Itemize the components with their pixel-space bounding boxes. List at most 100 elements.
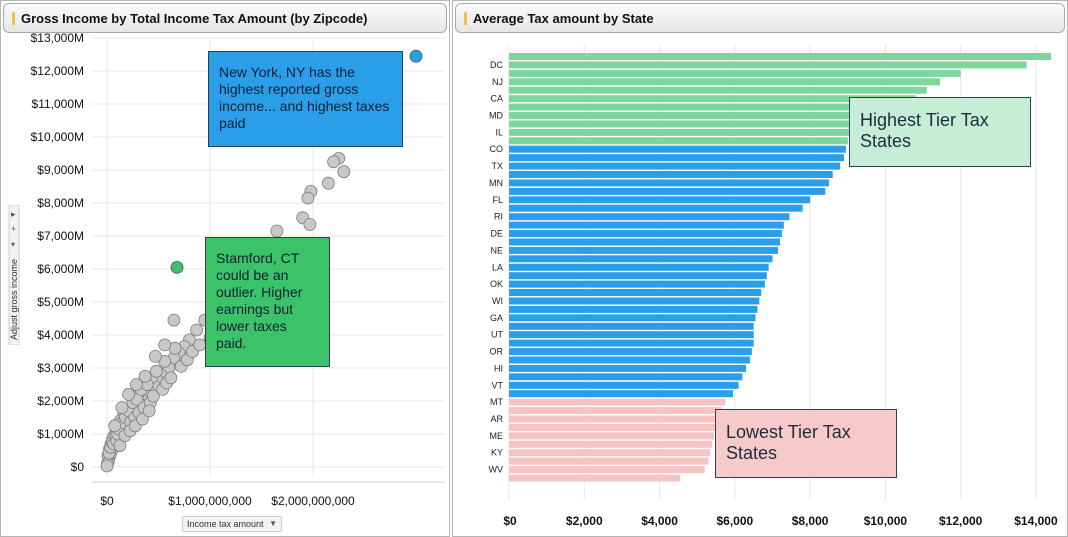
y-tick-label: $3,000M [37, 361, 84, 375]
scatter-point[interactable] [164, 371, 178, 385]
state-bar[interactable] [509, 61, 1027, 69]
y-axis-chevron-icon[interactable]: ▾ [11, 240, 15, 249]
y-axis-title-control[interactable]: Adjust gross income ▸ + ▾ [4, 204, 22, 346]
y-axis-plus-icon[interactable]: + [11, 224, 16, 234]
scatter-point[interactable] [149, 364, 163, 378]
state-bar[interactable] [509, 263, 769, 271]
scatter-point[interactable] [303, 218, 317, 231]
x-tick-label: $0 [100, 494, 114, 508]
state-bar[interactable] [509, 356, 750, 364]
scatter-panel-header[interactable]: Gross Income by Total Income Tax Amount … [3, 3, 447, 33]
state-bar[interactable] [509, 103, 903, 111]
state-bar[interactable] [509, 255, 773, 263]
bar-panel-header[interactable]: Average Tax amount by State [455, 3, 1065, 33]
scatter-point[interactable] [122, 387, 136, 401]
state-bar[interactable] [509, 364, 747, 372]
state-bar[interactable] [509, 112, 893, 119]
state-bar[interactable] [509, 78, 940, 86]
state-bar[interactable] [509, 407, 722, 415]
state-bar[interactable] [509, 196, 811, 204]
x-tick-label: $1,000,000,000 [168, 494, 252, 508]
state-bar[interactable] [509, 213, 790, 221]
scatter-point[interactable] [100, 459, 114, 473]
state-bar[interactable] [509, 230, 782, 237]
y-tick-label: $10,000M [31, 130, 84, 144]
state-bar[interactable] [509, 381, 739, 389]
scatter-point[interactable] [113, 439, 127, 453]
scatter-point[interactable] [146, 389, 160, 403]
state-bar[interactable] [509, 137, 848, 145]
callout-stamford: Stamford, CT could be an outlier. Higher… [205, 237, 330, 367]
scatter-point[interactable] [190, 323, 204, 337]
state-bar[interactable] [509, 423, 718, 431]
y-tick-label: $8,000M [37, 196, 84, 210]
y-tick-label: $6,000M [37, 262, 84, 276]
scatter-point[interactable] [129, 378, 143, 391]
y-tick-label: $9,000M [37, 163, 84, 177]
state-bar[interactable] [509, 373, 743, 381]
callout-highest-tier-text: Highest Tier Tax States [860, 110, 989, 151]
state-bar[interactable] [509, 348, 752, 356]
state-bar[interactable] [509, 187, 826, 195]
highlighted-point[interactable] [170, 260, 184, 274]
state-bar[interactable] [509, 415, 720, 423]
state-bar[interactable] [509, 204, 803, 212]
callout-new-york: New York, NY has the highest reported gr… [208, 51, 403, 147]
callout-stamford-text: Stamford, CT could be an outlier. Higher… [216, 250, 303, 351]
scatter-point[interactable] [108, 419, 122, 433]
state-bar[interactable] [509, 305, 758, 313]
state-bar[interactable] [509, 69, 961, 77]
state-bar[interactable] [509, 289, 762, 296]
state-bar[interactable] [509, 314, 756, 322]
state-bar[interactable] [509, 398, 726, 406]
state-bar[interactable] [509, 162, 841, 170]
state-bar[interactable] [509, 280, 765, 288]
scatter-point[interactable] [142, 404, 156, 418]
state-bar[interactable] [509, 272, 767, 280]
state-bar[interactable] [509, 390, 733, 398]
state-bar[interactable] [509, 145, 846, 153]
state-bar[interactable] [509, 474, 681, 482]
state-bar[interactable] [509, 457, 709, 465]
scatter-point[interactable] [321, 176, 335, 190]
state-bar[interactable] [509, 120, 871, 128]
state-bar[interactable] [509, 86, 927, 94]
state-bar[interactable] [509, 179, 829, 187]
state-bar[interactable] [509, 128, 858, 136]
y-axis-expand-icon[interactable]: ▸ [11, 209, 16, 219]
scatter-point[interactable] [158, 338, 172, 352]
scatter-point[interactable] [138, 369, 152, 383]
y-tick-label: $0 [71, 460, 85, 474]
state-bar[interactable] [509, 449, 711, 457]
scatter-point[interactable] [337, 165, 351, 179]
state-bar[interactable] [509, 466, 705, 474]
scatter-point[interactable] [193, 338, 207, 352]
highlighted-point[interactable] [409, 49, 423, 63]
scatter-point[interactable] [270, 224, 284, 238]
y-tick-label: $5,000M [37, 295, 84, 309]
scatter-point[interactable] [327, 155, 341, 169]
state-bar[interactable] [509, 297, 760, 305]
state-bar[interactable] [509, 221, 784, 229]
state-bar[interactable] [509, 322, 754, 330]
y-tick-label: $12,000M [31, 64, 84, 78]
state-bar[interactable] [509, 331, 754, 339]
scatter-point[interactable] [115, 401, 129, 415]
x-axis-title-control[interactable]: Income tax amount ▼ [182, 516, 282, 532]
scatter-point[interactable] [148, 349, 162, 363]
state-bar[interactable] [509, 95, 916, 103]
bar-panel-title: Average Tax amount by State [473, 11, 654, 26]
state-bar[interactable] [509, 339, 754, 347]
state-bar[interactable] [509, 432, 715, 440]
x-tick-label: $2,000,000,000 [271, 494, 355, 508]
state-bar[interactable] [509, 154, 844, 162]
chevron-down-icon[interactable]: ▼ [269, 519, 277, 528]
state-bar[interactable] [509, 238, 780, 246]
scatter-point[interactable] [167, 313, 181, 327]
state-bar[interactable] [509, 246, 779, 254]
state-bar[interactable] [509, 171, 833, 178]
scatter-panel-title: Gross Income by Total Income Tax Amount … [21, 11, 368, 26]
state-bar[interactable] [509, 53, 1051, 60]
scatter-point[interactable] [301, 191, 315, 205]
state-bar[interactable] [509, 440, 713, 448]
